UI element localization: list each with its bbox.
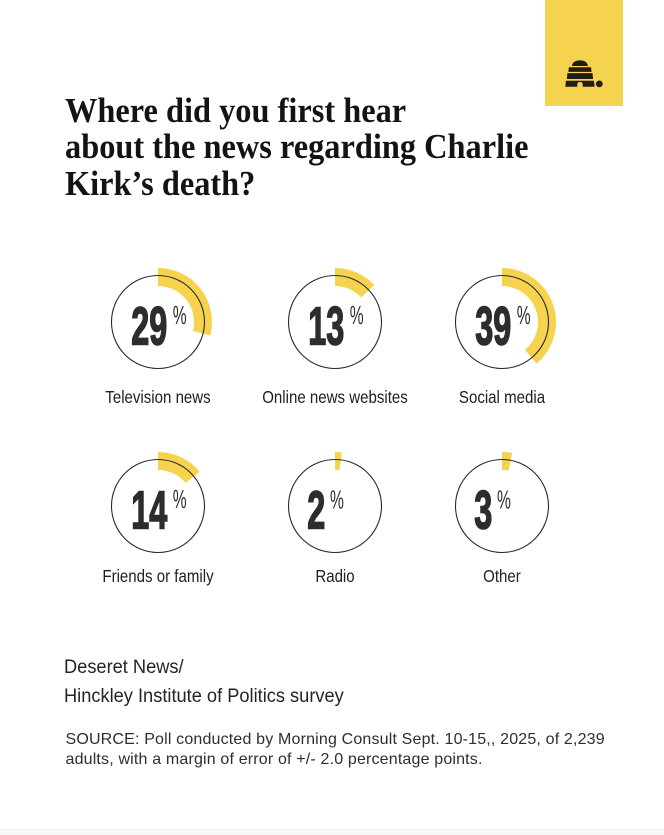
svg-text:%: % (517, 301, 531, 330)
svg-text:%: % (497, 485, 511, 514)
svg-text:14: 14 (131, 481, 167, 540)
svg-text:%: % (172, 484, 186, 513)
svg-text:3: 3 (474, 481, 492, 540)
svg-text:%: % (349, 301, 363, 330)
svg-text:%: % (172, 301, 186, 330)
svg-text:29: 29 (131, 297, 167, 356)
svg-text:%: % (330, 485, 344, 514)
svg-text:13: 13 (308, 297, 344, 356)
svg-text:2: 2 (307, 481, 325, 540)
svg-text:39: 39 (475, 297, 511, 356)
